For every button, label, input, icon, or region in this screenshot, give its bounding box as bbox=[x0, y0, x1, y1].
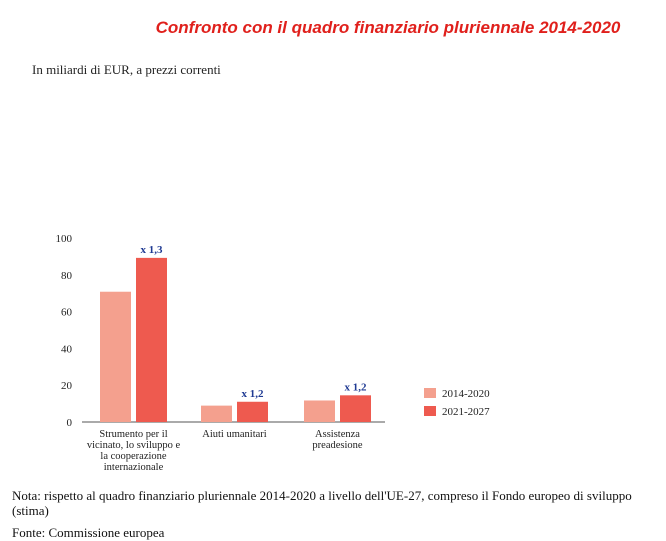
multiplier-annotation: x 1,2 bbox=[345, 381, 368, 393]
y-tick-label: 0 bbox=[67, 417, 73, 429]
bar-2021-2027-1 bbox=[237, 401, 268, 422]
multiplier-annotation: x 1,3 bbox=[141, 244, 164, 256]
category-label: Strumento per il bbox=[99, 429, 167, 440]
category-label: la cooperazione bbox=[100, 451, 167, 462]
y-tick-label: 20 bbox=[61, 380, 73, 392]
bar-2021-2027-0 bbox=[136, 257, 167, 422]
category-label: preadesione bbox=[312, 440, 362, 451]
legend-label-2014-2020: 2014-2020 bbox=[442, 388, 490, 400]
bar-2014-2020-2 bbox=[304, 400, 335, 422]
legend-swatch-2014-2020 bbox=[424, 388, 436, 398]
y-tick-label: 40 bbox=[61, 343, 73, 355]
chart-note: Nota: rispetto al quadro finanziario plu… bbox=[12, 488, 632, 518]
chart-source: Fonte: Commissione europea bbox=[12, 525, 165, 540]
y-tick-label: 80 bbox=[61, 270, 73, 282]
legend-swatch-2021-2027 bbox=[424, 406, 436, 416]
bar-chart: 0 20 40 60 80 100 x 1,3 Strumento per ilvicinat… bbox=[56, 233, 491, 473]
category-label: internazionale bbox=[104, 462, 164, 473]
bar-2014-2020-0 bbox=[100, 291, 131, 422]
category-label: Aiuti umanitari bbox=[202, 429, 267, 440]
multiplier-annotation: x 1,2 bbox=[242, 388, 265, 400]
category-label: Assistenza bbox=[315, 429, 360, 440]
chart-subtitle: In miliardi di EUR, a prezzi correnti bbox=[32, 62, 221, 77]
chart-title: Confronto con il quadro finanziario plur… bbox=[155, 18, 621, 37]
y-tick-label: 60 bbox=[61, 307, 73, 319]
bar-2014-2020-1 bbox=[201, 405, 232, 422]
bar-2021-2027-2 bbox=[340, 395, 371, 422]
y-tick-label: 100 bbox=[56, 233, 73, 245]
category-label: vicinato, lo sviluppo e bbox=[87, 440, 181, 451]
legend-label-2021-2027: 2021-2027 bbox=[442, 406, 490, 418]
